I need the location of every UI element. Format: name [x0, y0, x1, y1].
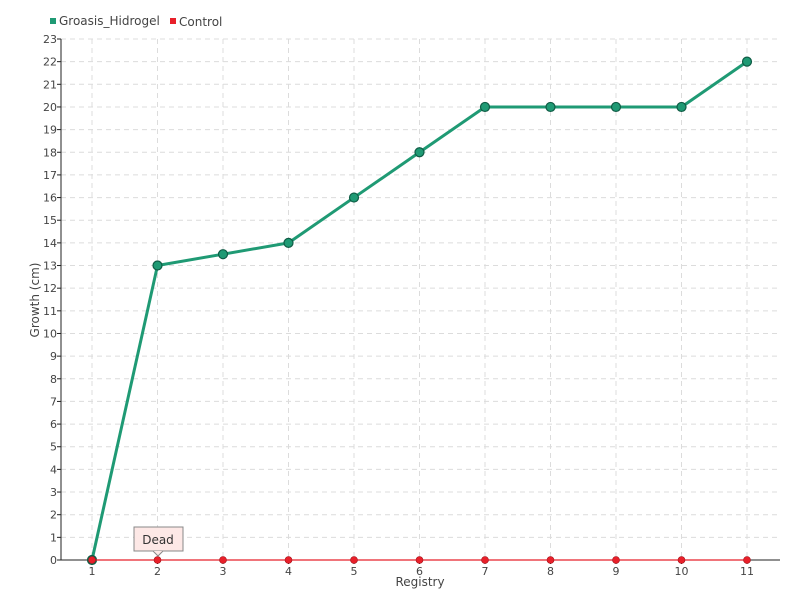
y-tick-label: 5	[50, 441, 57, 454]
data-point[interactable]	[612, 556, 620, 564]
x-axis-label: Registry	[395, 575, 444, 589]
x-tick-label: 8	[547, 565, 554, 578]
y-tick-label: 16	[43, 192, 57, 205]
y-tick-label: 22	[43, 56, 57, 69]
data-point[interactable]	[284, 556, 293, 564]
y-tick-label: 0	[50, 554, 57, 567]
y-tick-label: 18	[43, 146, 57, 159]
data-point[interactable]	[415, 556, 424, 564]
y-tick-label: 20	[43, 101, 57, 114]
x-tick-label: 10	[675, 565, 689, 578]
grid-lines	[61, 38, 780, 560]
y-tick-label: 6	[50, 418, 57, 431]
data-point[interactable]	[283, 237, 294, 248]
data-point[interactable]	[479, 101, 491, 113]
x-tick-label: 1	[89, 565, 96, 578]
y-tick-label: 7	[50, 395, 57, 408]
axes	[60, 39, 780, 561]
y-tick-label: 2	[50, 509, 57, 522]
legend-label-control: Control	[179, 15, 222, 29]
x-tick-label: 4	[285, 565, 292, 578]
x-tick-label: 3	[220, 565, 227, 578]
y-tick-label: 8	[50, 373, 57, 386]
data-point[interactable]	[610, 101, 622, 113]
annotation-pointer	[152, 550, 164, 557]
data-point[interactable]	[219, 556, 227, 564]
legend: Groasis_Hidrogel Control	[50, 14, 222, 29]
y-tick-label: 14	[43, 237, 57, 250]
data-point[interactable]	[348, 192, 360, 203]
legend-swatch-control	[170, 18, 176, 24]
y-tick-label: 10	[43, 327, 57, 340]
data-point[interactable]	[743, 556, 751, 564]
data-point[interactable]	[741, 56, 753, 67]
x-tick-label: 7	[482, 565, 489, 578]
data-point[interactable]	[545, 101, 556, 113]
data-point[interactable]	[481, 556, 489, 564]
data-point[interactable]	[676, 101, 687, 113]
y-tick-label: 1	[50, 531, 57, 544]
y-tick-label: 9	[50, 350, 57, 363]
y-tick-label: 4	[50, 463, 57, 476]
legend-swatch-groasis	[50, 18, 56, 24]
data-point[interactable]	[677, 556, 686, 564]
y-tick-label: 15	[43, 214, 57, 227]
y-tick-label: 3	[50, 486, 57, 499]
y-axis-label: Growth (cm)	[28, 263, 42, 338]
series	[86, 56, 753, 566]
data-point[interactable]	[414, 147, 425, 158]
data-point[interactable]	[152, 260, 163, 271]
annotation-text: Dead	[142, 533, 174, 547]
x-tick-label: 9	[613, 565, 620, 578]
series-groasis-hidrogel	[86, 56, 753, 566]
x-tick-label: 5	[351, 565, 358, 578]
y-tick-label: 19	[43, 124, 57, 137]
y-tick-label: 12	[43, 282, 57, 295]
data-point[interactable]	[350, 556, 358, 564]
data-point[interactable]	[153, 556, 162, 564]
x-tick-label: 11	[740, 565, 754, 578]
data-point[interactable]	[217, 249, 229, 260]
series-control	[88, 556, 751, 564]
legend-label-groasis: Groasis_Hidrogel	[59, 14, 160, 28]
annotation-dead: Dead	[133, 526, 184, 557]
data-point[interactable]	[88, 556, 96, 564]
y-tick-label: 23	[43, 33, 57, 46]
y-tick-label: 13	[43, 260, 57, 273]
y-tick-label: 21	[43, 78, 57, 91]
y-tick-label: 17	[43, 169, 57, 182]
x-tick-label: 6	[416, 565, 423, 578]
x-tick-label: 2	[154, 565, 161, 578]
data-point[interactable]	[546, 556, 555, 564]
y-tick-label: 11	[43, 305, 57, 318]
